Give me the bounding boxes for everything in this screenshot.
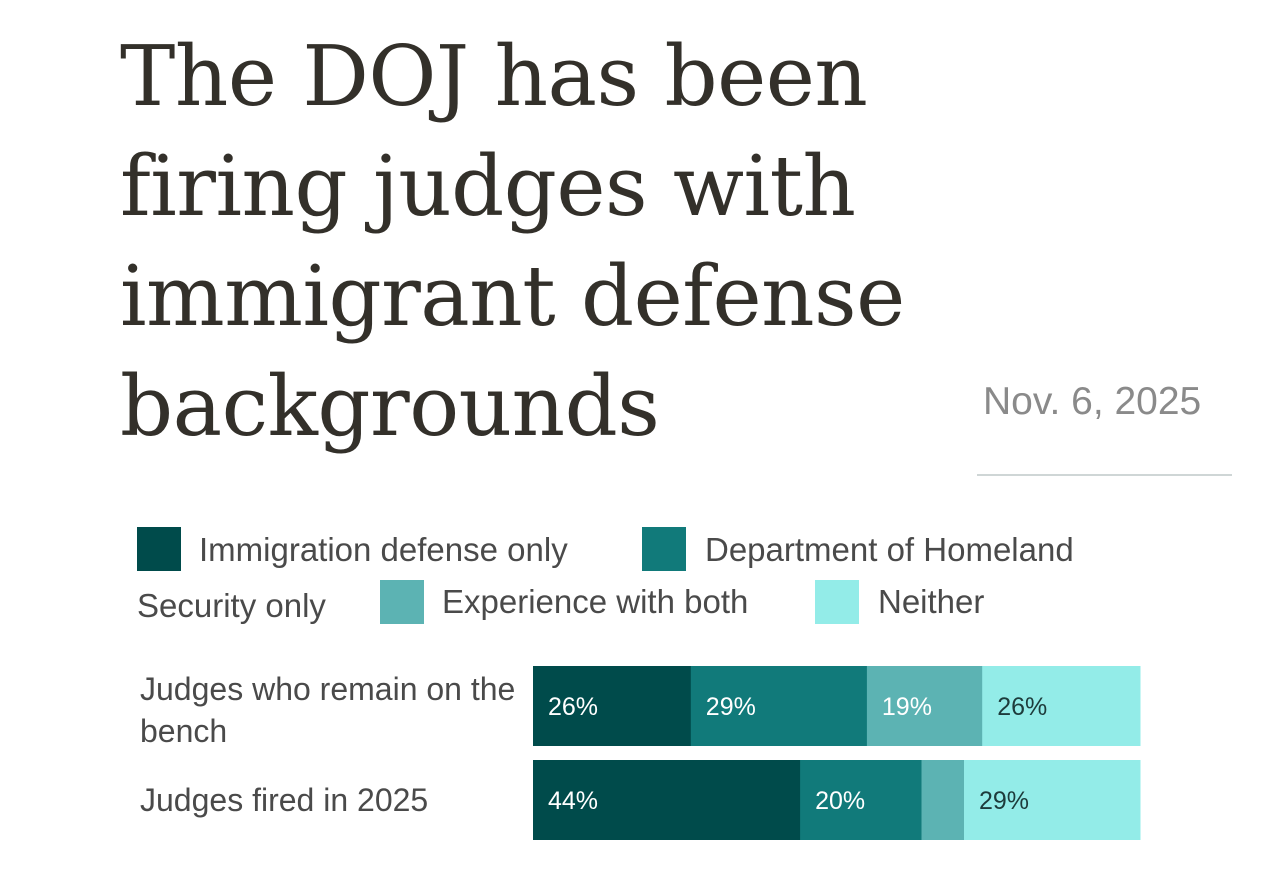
- data-label: 29%: [706, 693, 756, 721]
- legend-swatch: [642, 527, 686, 571]
- legend-swatch: [380, 580, 424, 624]
- legend-swatch: [137, 527, 181, 571]
- bar-segment: [800, 760, 922, 840]
- bar-segment: [982, 666, 1141, 746]
- data-label: 19%: [882, 693, 932, 721]
- category-label-fired: Judges fired in 2025: [140, 782, 429, 818]
- bar-segment: [866, 666, 983, 746]
- data-label: 20%: [815, 787, 865, 815]
- bar-segment: [533, 666, 692, 746]
- category-label-remain: Judges who remain on the bench: [140, 671, 516, 749]
- bar-segment: [690, 666, 868, 746]
- legend-swatch: [815, 580, 859, 624]
- data-label: 29%: [979, 787, 1029, 815]
- data-label: 26%: [548, 693, 598, 721]
- data-label: 44%: [548, 787, 598, 815]
- legend-label-continued: Security only: [137, 587, 326, 624]
- legend-label: Department of Homeland: [705, 531, 1074, 568]
- data-label: 26%: [997, 693, 1047, 721]
- publish-date: Nov. 6, 2025: [983, 380, 1202, 423]
- legend-label: Experience with both: [442, 583, 749, 620]
- divider: [977, 474, 1232, 476]
- legend-label: Neither: [878, 583, 985, 620]
- bar-segment: [533, 760, 801, 840]
- legend-label: Immigration defense only: [199, 531, 568, 568]
- bar-segment: [964, 760, 1141, 840]
- chart-title: The DOJ has been firing judges with immi…: [120, 28, 905, 455]
- bar-segment: [921, 760, 965, 840]
